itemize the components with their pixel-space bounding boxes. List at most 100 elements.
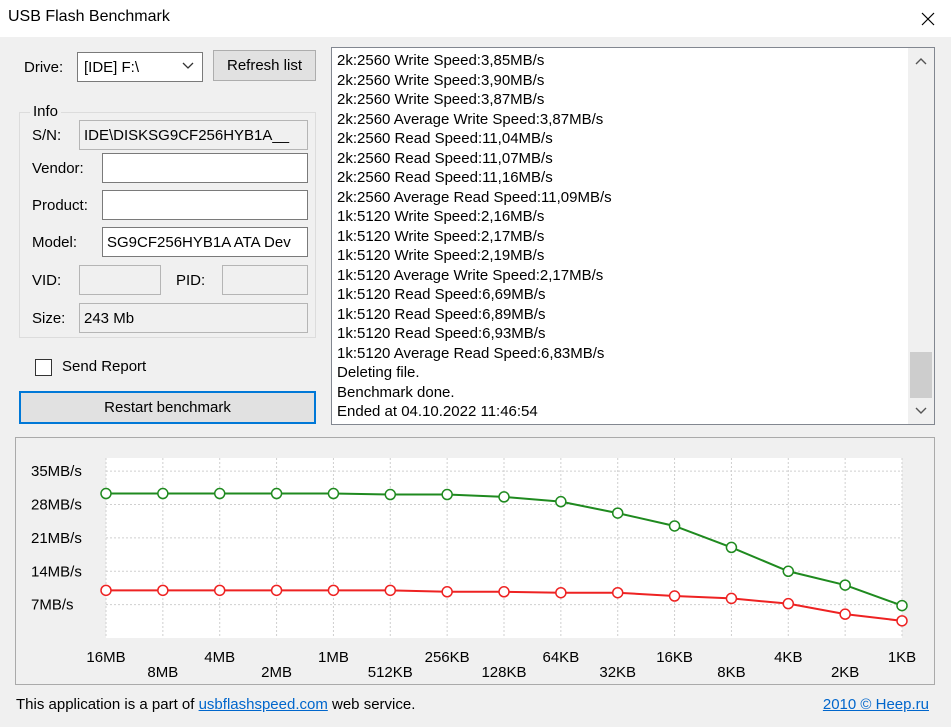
data-point xyxy=(441,488,453,501)
scroll-up-button[interactable] xyxy=(908,48,934,74)
y-tick-label: 14MB/s xyxy=(31,563,82,580)
x-tick-label: 2MB xyxy=(261,664,292,681)
log-line: 2k:2560 Write Speed:3,87MB/s xyxy=(337,91,545,108)
x-tick-label: 32KB xyxy=(599,664,636,681)
x-tick-label: 64KB xyxy=(543,649,580,666)
info-group xyxy=(19,112,316,338)
data-point xyxy=(498,491,510,503)
log-line: 2k:2560 Read Speed:11,07MB/s xyxy=(337,149,553,167)
x-tick-label: 2KB xyxy=(831,664,859,681)
chevron-up-icon xyxy=(915,58,927,65)
y-tick-label: 21MB/s xyxy=(31,530,82,547)
data-point xyxy=(725,592,738,605)
data-point xyxy=(327,487,340,500)
x-tick-label: 128KB xyxy=(481,664,526,681)
data-point xyxy=(668,520,681,532)
window-title: USB Flash Benchmark xyxy=(8,8,170,25)
data-point xyxy=(725,541,738,554)
close-button[interactable] xyxy=(905,0,951,37)
drive-select[interactable]: [IDE] F:\ xyxy=(77,52,203,82)
vid-field xyxy=(79,265,161,295)
sn-field: IDE\DISKSG9CF256HYB1A__ xyxy=(79,120,308,150)
copyright-link[interactable]: 2010 © Heep.ru xyxy=(822,696,929,713)
product-label: Product: xyxy=(32,197,88,214)
vendor-label: Vendor: xyxy=(32,160,84,177)
data-point xyxy=(213,487,226,500)
pid-label: PID: xyxy=(176,272,206,289)
data-point xyxy=(896,599,908,612)
log-listbox[interactable]: 2k:2560 Write Speed:3,85MB/s 2k:2560 Writ… xyxy=(331,47,935,425)
x-tick-label: 256KB xyxy=(425,649,470,666)
log-line: 1k:5120 Read Speed:6,93MB/s xyxy=(337,325,546,342)
product-field[interactable] xyxy=(102,190,308,220)
data-point xyxy=(498,586,510,598)
log-line: 2k:2560 Average Read Speed:11,09MB/s xyxy=(337,188,612,206)
y-tick-label: 28MB/s xyxy=(31,497,82,514)
x-tick-label: 4KB xyxy=(774,649,802,666)
data-point xyxy=(384,488,397,501)
refresh-list-button[interactable]: Refresh list xyxy=(213,50,316,81)
data-point xyxy=(270,584,283,597)
title-bar: USB Flash Benchmark xyxy=(0,0,951,37)
x-tick-label: 512KB xyxy=(368,664,413,681)
log-line: 1k:5120 Read Speed:6,89MB/s xyxy=(337,305,546,323)
x-tick-label: 16MB xyxy=(86,649,125,666)
size-label: Size: xyxy=(32,310,66,327)
log-line: 2k:2560 Write Speed:3,85MB/s xyxy=(337,52,545,69)
data-point xyxy=(611,507,624,519)
pid-field xyxy=(222,265,308,295)
data-point xyxy=(327,584,340,597)
log-line: 1k:5120 Average Write Speed:2,17MB/s xyxy=(337,266,604,284)
speed-chart-svg: 35MB/s 28MB/s 21MB/s 14MB/s 7MB/s 16MB 8MB 4MB 2… xyxy=(31,458,916,681)
vendor-field[interactable] xyxy=(102,153,308,183)
log-line: 2k:2560 Read Speed:11,04MB/s xyxy=(337,130,553,147)
data-point xyxy=(100,487,112,500)
log-line: 1k:5120 Write Speed:2,19MB/s xyxy=(337,247,545,264)
data-point xyxy=(782,565,795,578)
data-point xyxy=(384,584,397,597)
data-point xyxy=(555,586,567,599)
chevron-down-icon xyxy=(915,407,927,414)
data-point xyxy=(668,590,681,602)
vid-label: VID: xyxy=(32,272,62,289)
info-group-title: Info xyxy=(30,103,62,120)
x-tick-label: 8KB xyxy=(717,664,745,681)
usbflashspeed-link[interactable]: usbflashspeed.com xyxy=(198,696,328,713)
send-report-checkbox[interactable] xyxy=(35,359,52,376)
log-line: 1k:5120 Write Speed:2,17MB/s xyxy=(337,227,545,245)
x-tick-label: 1MB xyxy=(318,649,349,666)
data-point xyxy=(839,608,851,620)
send-report-label: Send Report xyxy=(62,358,147,375)
log-line: Deleting file. xyxy=(337,364,420,381)
y-tick-label: 35MB/s xyxy=(31,463,82,480)
data-point xyxy=(611,586,624,599)
data-point xyxy=(782,597,795,610)
model-field[interactable]: SG9CF256HYB1A ATA Dev xyxy=(102,227,308,257)
scroll-thumb[interactable] xyxy=(910,352,932,398)
data-point xyxy=(270,487,283,500)
footer-prefix: This application is a part of xyxy=(16,696,199,713)
y-tick-label: 7MB/s xyxy=(31,597,74,614)
log-line: Benchmark done. xyxy=(337,383,455,401)
log-line: Ended at 04.10.2022 11:46:54 xyxy=(337,403,538,420)
x-tick-label: 1KB xyxy=(888,649,916,666)
drive-select-value: [IDE] F:\ xyxy=(84,58,140,76)
close-icon xyxy=(921,12,935,25)
log-line: 2k:2560 Read Speed:11,16MB/s xyxy=(337,169,553,186)
restart-benchmark-button[interactable]: Restart benchmark xyxy=(19,391,316,424)
sn-label: S/N: xyxy=(32,127,62,144)
footer-suffix: web service. xyxy=(327,696,416,713)
data-point xyxy=(555,495,567,508)
model-label: Model: xyxy=(32,234,78,251)
data-point xyxy=(839,579,851,591)
x-tick-label: 8MB xyxy=(147,664,178,681)
speed-chart: 35MB/s 28MB/s 21MB/s 14MB/s 7MB/s 16MB 8MB 4MB 2… xyxy=(15,437,935,685)
log-scrollbar[interactable] xyxy=(908,48,934,424)
data-point xyxy=(896,615,908,627)
log-line: 2k:2560 Write Speed:3,90MB/s xyxy=(337,71,545,89)
scroll-down-button[interactable] xyxy=(908,398,934,424)
data-point xyxy=(441,586,453,598)
chevron-down-icon xyxy=(182,62,194,69)
x-tick-label: 4MB xyxy=(204,649,235,666)
log-line: 2k:2560 Average Write Speed:3,87MB/s xyxy=(337,110,604,128)
